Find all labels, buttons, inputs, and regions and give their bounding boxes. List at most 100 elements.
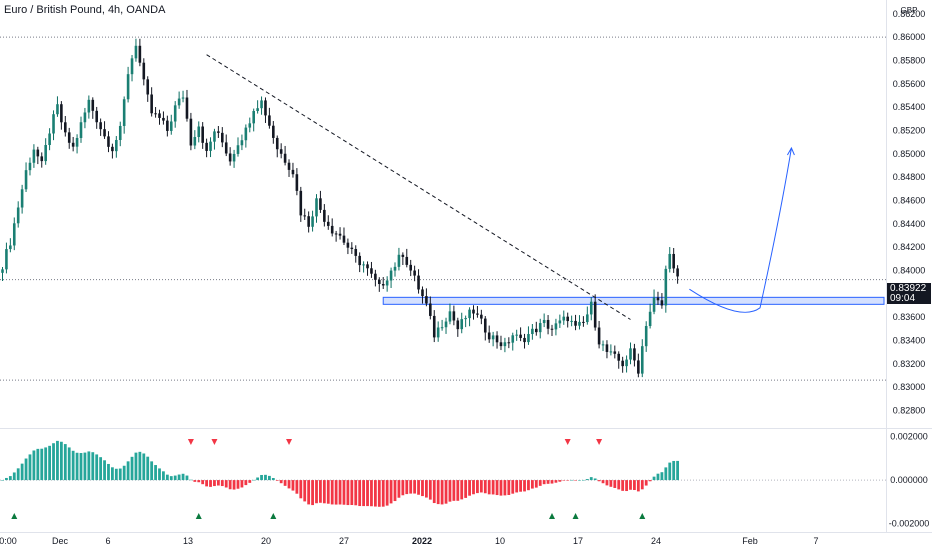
candle-body xyxy=(440,327,444,329)
candle-body xyxy=(138,45,142,63)
osc-bar xyxy=(507,480,511,495)
price-tick-label: 0.83600 xyxy=(893,312,926,322)
candle-body xyxy=(205,142,208,151)
candle-body xyxy=(362,264,365,266)
osc-bar xyxy=(216,480,220,486)
osc-bar xyxy=(483,480,487,494)
candle-body xyxy=(315,198,318,217)
osc-bar xyxy=(432,480,436,504)
candle-body xyxy=(346,242,350,248)
candle-body xyxy=(83,112,87,123)
candle-body xyxy=(158,113,161,118)
price-tick-label: 0.85400 xyxy=(893,102,926,112)
candle-body xyxy=(601,344,605,346)
candle-body xyxy=(272,125,275,138)
candle-body xyxy=(221,132,224,143)
candle-body xyxy=(224,142,228,154)
osc-bar xyxy=(283,480,287,486)
candle-body xyxy=(232,153,236,162)
candle-body xyxy=(656,297,660,301)
candle-body xyxy=(334,233,338,235)
candle-body xyxy=(342,235,346,243)
osc-bar xyxy=(232,480,236,490)
candle-body xyxy=(107,136,110,147)
candle-body xyxy=(366,264,369,269)
osc-bar xyxy=(648,480,652,482)
osc-bar xyxy=(468,480,471,496)
osc-bar xyxy=(91,452,95,481)
candle-body xyxy=(637,360,640,374)
osc-bar xyxy=(1,480,4,481)
candle-body xyxy=(275,137,279,150)
osc-bar xyxy=(126,461,130,481)
osc-bar xyxy=(36,448,40,481)
candle-body xyxy=(613,351,617,354)
candle-body xyxy=(48,133,51,146)
osc-bar xyxy=(609,480,613,487)
candle-body xyxy=(483,318,487,333)
osc-bar xyxy=(177,474,181,481)
osc-bar xyxy=(409,480,413,494)
osc-bar xyxy=(534,480,538,488)
projection-path xyxy=(689,147,792,313)
candle-body xyxy=(130,58,134,75)
osc-bar xyxy=(397,480,401,498)
osc-bar xyxy=(405,480,409,495)
time-axis[interactable]: 0:00 Dec 6 13 20 27 2022 10 17 24 Feb 7 xyxy=(0,532,932,547)
price-tick-label: 0.85800 xyxy=(893,56,926,66)
candle-body xyxy=(150,94,153,114)
candle-body xyxy=(425,296,428,304)
candle-body xyxy=(264,100,267,116)
candle-body xyxy=(299,190,303,216)
time-tick-label: 17 xyxy=(573,536,583,546)
candle-body xyxy=(99,122,102,130)
candle-body xyxy=(338,233,342,236)
candle-body xyxy=(519,334,522,338)
time-tick-label: 20 xyxy=(261,536,271,546)
price-tick-label: 0.86200 xyxy=(893,9,926,19)
candle-body xyxy=(87,99,91,113)
candle-body xyxy=(287,162,291,170)
candle-body xyxy=(111,146,114,152)
buy-marker xyxy=(572,513,579,519)
osc-bar xyxy=(523,480,526,492)
osc-bar xyxy=(401,480,405,496)
candle-body xyxy=(303,215,307,217)
osc-bar xyxy=(173,475,177,481)
price-tick-label: 0.83400 xyxy=(893,336,926,346)
osc-bar xyxy=(150,461,154,481)
candle-body xyxy=(566,316,569,322)
osc-tick-label: 0.002000 xyxy=(890,432,928,442)
candle-body xyxy=(354,249,358,256)
candle-body xyxy=(213,131,216,142)
osc-bar xyxy=(228,480,232,490)
osc-bar xyxy=(40,448,44,481)
osc-bar xyxy=(158,468,161,481)
osc-bar xyxy=(24,458,28,481)
osc-bar xyxy=(8,476,12,481)
osc-bar xyxy=(256,477,260,481)
price-countdown: 09:04 xyxy=(890,293,916,304)
osc-bar xyxy=(479,480,483,493)
osc-bar xyxy=(142,453,146,481)
osc-bar xyxy=(185,475,189,481)
osc-bar xyxy=(346,480,350,506)
candle-body xyxy=(550,328,554,330)
candle-body xyxy=(169,121,173,131)
candle-body xyxy=(535,328,538,333)
axis-currency-label: GBP xyxy=(901,6,918,15)
price-panel[interactable] xyxy=(0,36,932,429)
osc-bar xyxy=(5,477,8,481)
candle-body xyxy=(495,335,499,343)
osc-bar xyxy=(319,480,322,503)
osc-bar xyxy=(527,480,530,491)
osc-bar xyxy=(381,480,385,507)
osc-bar xyxy=(201,480,205,485)
candle-body xyxy=(358,255,361,266)
oscillator-panel[interactable] xyxy=(0,439,886,519)
candle-body xyxy=(71,142,75,147)
osc-bar xyxy=(224,480,228,488)
